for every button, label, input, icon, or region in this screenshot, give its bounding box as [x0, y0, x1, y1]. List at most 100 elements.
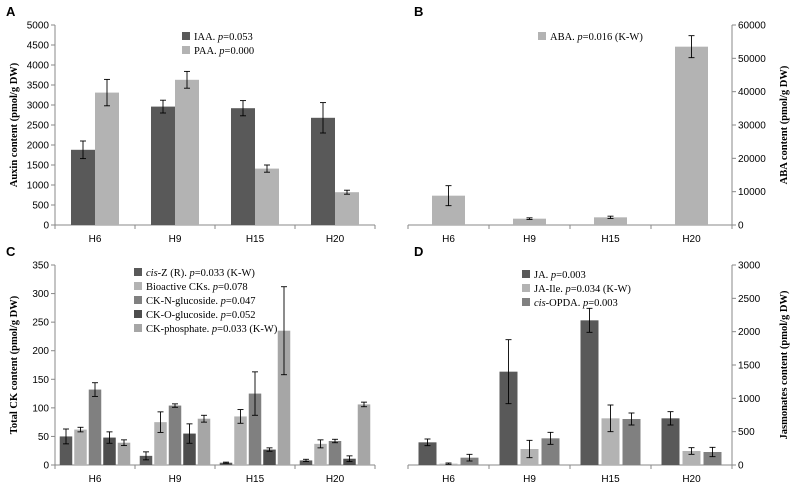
legend-name-italic: cis [146, 268, 158, 279]
legend-name: Bioactive CKs [146, 282, 208, 293]
x-tick-label: H20 [326, 234, 345, 245]
legend-p-symbol: p [550, 270, 556, 281]
y-tick-label: 0 [43, 221, 49, 232]
legend-p-symbol: p [217, 32, 223, 43]
legend-swatch [134, 282, 142, 290]
y-tick-label: 100 [32, 403, 49, 414]
y-tick-label: 4500 [27, 41, 50, 52]
legend-entry: PAA. p=0.000 [194, 46, 254, 57]
y-axis-title: ABA content (pmol/g DW) [779, 65, 790, 184]
legend-name: CK-phosphate [146, 324, 207, 335]
bar-ck-n-glucoside-h9 [168, 405, 182, 465]
legend-entry: Bioactive CKs. p=0.078 [146, 282, 248, 293]
y-tick-label: 150 [32, 375, 49, 386]
panel-c: C 0 50 100 150 200 250 300 350 Total CK content (… [6, 244, 376, 484]
legend-separator: . [546, 270, 551, 281]
legend-p-symbol: p [565, 284, 571, 295]
bar-ck-o-glucoside-h6 [103, 437, 116, 465]
legend-p-value: =0.052 [226, 310, 256, 321]
y-tick-label: 30000 [738, 121, 766, 132]
bar-paa-h9 [175, 79, 199, 225]
x-tick-label: H20 [326, 474, 345, 484]
bar-iaa-h6 [71, 149, 95, 225]
bar-aba-h20 [675, 46, 708, 225]
legend-swatch [134, 268, 142, 276]
legend-swatch [182, 46, 190, 54]
x-tick-label: H6 [89, 234, 102, 245]
x-tick-label: H9 [169, 234, 182, 245]
bar-ja-h6 [418, 442, 437, 465]
legend-separator: . [184, 268, 189, 279]
bar-ja-h15 [580, 320, 599, 465]
bar-ck-n-glucoside-h20 [328, 441, 342, 465]
bar-cis-z-r--h6 [59, 436, 73, 465]
legend-p-value: =0.034 (K-W) [571, 284, 632, 295]
legend-swatch [182, 32, 190, 40]
legend-p-value: =0.033 (K-W) [217, 324, 278, 335]
legend-name-italic: cis [534, 298, 546, 309]
legend-swatch [522, 298, 530, 306]
legend-p-value: =0.000 [225, 46, 255, 57]
bar-ja-h9 [499, 371, 518, 465]
bar-ck-n-glucoside-h6 [88, 389, 102, 465]
legend-entry: CK-phosphate. p=0.033 (K-W) [146, 324, 278, 335]
panel-letter: B [414, 4, 423, 19]
legend-entry: ABA. p=0.016 (K-W) [550, 32, 643, 43]
y-tick-label: 350 [32, 261, 49, 272]
legend-p-value: =0.078 [218, 282, 248, 293]
y-tick-label: 1500 [738, 361, 761, 372]
bar-iaa-h20 [311, 117, 335, 225]
bar-cis-opda-h15 [622, 419, 641, 465]
legend-swatch [522, 270, 530, 278]
y-tick-label: 40000 [738, 87, 766, 98]
bar-cis-z-r--h20 [299, 460, 313, 465]
bar-iaa-h9 [151, 106, 175, 225]
y-tick-label: 50000 [738, 54, 766, 65]
legend-entry: cis-OPDA. p=0.003 [534, 298, 618, 309]
y-tick-label: 1000 [738, 394, 761, 405]
bar-ck-phosphate-h20 [357, 404, 371, 465]
legend-separator: . [578, 298, 583, 309]
legend-name: JA [534, 270, 546, 281]
y-tick-label: 500 [738, 427, 755, 438]
legend-p-symbol: p [188, 268, 194, 279]
legend-separator: . [208, 282, 213, 293]
legend-separator: . [215, 296, 220, 307]
bar-paa-h20 [335, 192, 359, 225]
legend-p-value: =0.033 (K-W) [195, 268, 256, 279]
x-tick-label: H20 [682, 474, 701, 484]
x-tick-label: H9 [523, 234, 536, 245]
bar-ck-o-glucoside-h15 [263, 449, 276, 465]
legend-swatch [134, 310, 142, 318]
x-tick-label: H6 [89, 474, 102, 484]
y-tick-label: 2000 [27, 141, 50, 152]
legend-swatch [538, 32, 546, 40]
y-tick-label: 3000 [27, 101, 50, 112]
bar-ck-phosphate-h15 [277, 330, 291, 465]
bar-ja-ile-h15 [601, 418, 620, 465]
legend-p-symbol: p [212, 282, 218, 293]
x-tick-label: H9 [523, 474, 536, 484]
legend-name: PAA [194, 46, 214, 57]
panel-b: B 0 10000 20000 30000 40000 50000 60000 ABA cont… [407, 4, 790, 245]
legend-name: CK-N-glucoside [146, 296, 216, 307]
legend-entry: cis-Z (R). p=0.033 (K-W) [146, 268, 255, 279]
bar-ja-h20 [661, 418, 680, 465]
legend-name: JA-Ile [534, 284, 561, 295]
legend-p-value: =0.003 [556, 270, 586, 281]
legend-separator: . [560, 284, 565, 295]
panel-letter: D [414, 244, 423, 259]
legend-entry: CK-N-glucoside. p=0.047 [146, 296, 255, 307]
bar-bioactive-cks-h9 [154, 422, 167, 465]
bar-ck-phosphate-h9 [197, 418, 211, 465]
y-axis-title: Auxin content (pmol/g DW) [9, 62, 20, 187]
legend-p-value: =0.003 [588, 298, 618, 309]
y-tick-label: 50 [38, 432, 50, 443]
legend-p-symbol: p [220, 310, 226, 321]
y-tick-label: 2000 [738, 327, 761, 338]
bar-bioactive-cks-h20 [314, 443, 327, 465]
y-tick-label: 1000 [27, 181, 50, 192]
bar-iaa-h15 [231, 108, 255, 225]
x-tick-label: H6 [442, 234, 455, 245]
